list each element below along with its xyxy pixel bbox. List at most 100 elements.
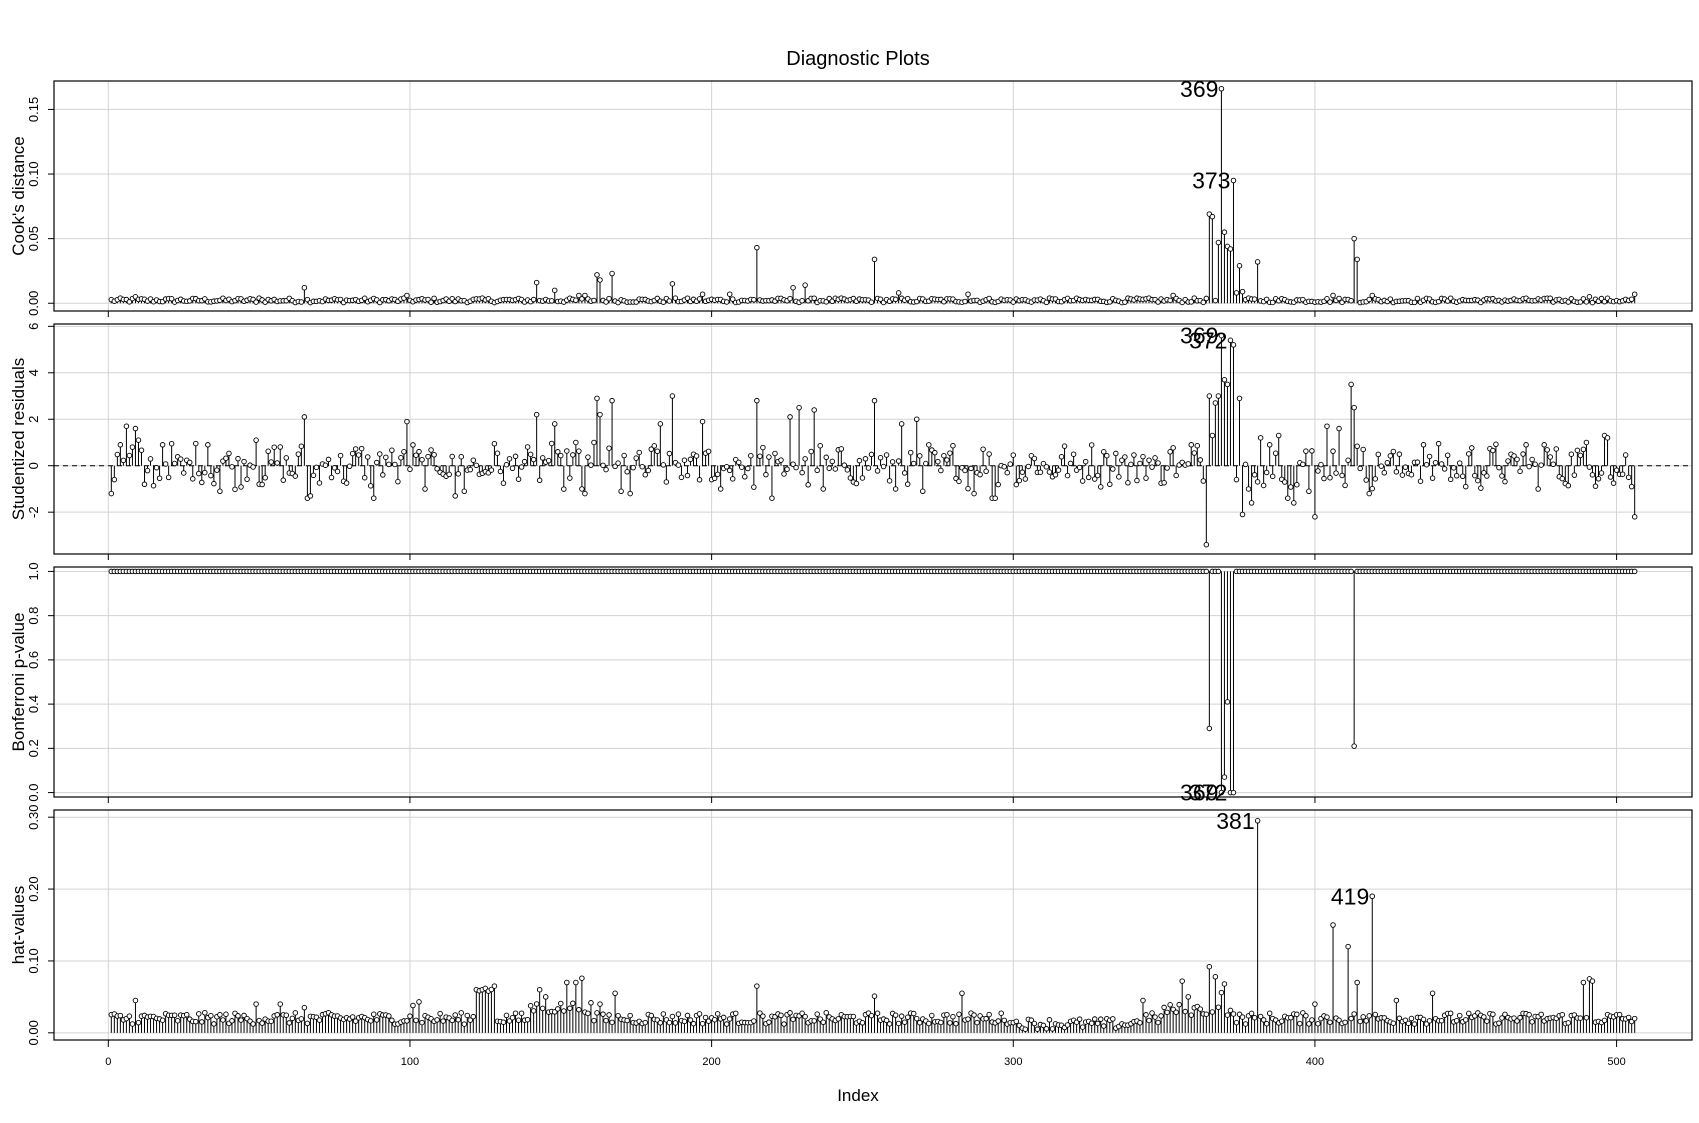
data-point	[672, 1020, 679, 1026]
data-point	[404, 292, 410, 299]
data-point	[530, 456, 537, 463]
data-point	[398, 454, 404, 461]
data-point	[1366, 296, 1372, 303]
data-point	[1420, 442, 1427, 448]
data-point	[129, 444, 136, 450]
data-point	[331, 465, 338, 471]
data-point	[1227, 246, 1234, 252]
data-point	[1212, 400, 1219, 406]
data-point	[745, 465, 751, 472]
data-point	[358, 445, 365, 452]
data-point	[944, 457, 950, 463]
data-point	[684, 295, 691, 301]
data-point	[1269, 473, 1276, 480]
data-point	[582, 490, 588, 497]
y-tick-label: 0.30	[26, 805, 41, 830]
data-point	[660, 462, 667, 468]
data-point	[1088, 442, 1095, 448]
data-point	[1505, 458, 1511, 464]
x-tick-label: 300	[1004, 1056, 1022, 1068]
data-point	[892, 1012, 899, 1018]
data-point	[1088, 1020, 1095, 1026]
data-point	[1203, 295, 1210, 302]
data-point	[177, 456, 184, 462]
data-point	[328, 474, 335, 481]
data-point	[1631, 514, 1638, 520]
data-point	[1309, 448, 1315, 454]
data-point	[349, 1014, 356, 1020]
data-point	[1529, 1019, 1535, 1025]
data-point	[1116, 474, 1122, 480]
data-point	[301, 414, 308, 420]
data-point	[1441, 466, 1448, 472]
data-point	[1342, 482, 1348, 489]
data-point	[971, 490, 977, 497]
data-point	[235, 455, 241, 462]
data-point	[211, 1021, 217, 1027]
data-point	[283, 1012, 290, 1019]
data-point	[1586, 464, 1593, 470]
data-point	[1031, 455, 1038, 462]
data-point	[295, 451, 302, 457]
data-point	[986, 451, 992, 457]
data-point	[416, 999, 422, 1005]
data-point	[609, 270, 615, 277]
data-point	[223, 1011, 229, 1018]
data-point	[1152, 455, 1158, 461]
data-point	[790, 461, 796, 467]
data-point	[310, 472, 317, 479]
data-point	[1348, 568, 1354, 575]
data-point	[1408, 471, 1415, 478]
data-point	[506, 456, 513, 462]
data-point	[1170, 445, 1176, 451]
data-point	[286, 1020, 293, 1026]
data-point	[1257, 435, 1264, 441]
data-point	[1387, 296, 1394, 302]
data-point	[853, 480, 860, 487]
data-point	[1155, 1019, 1161, 1026]
data-point	[1613, 467, 1620, 473]
data-point	[624, 1017, 630, 1024]
data-point	[1185, 994, 1191, 1000]
data-point	[558, 1000, 564, 1007]
data-point	[274, 460, 280, 466]
data-point	[612, 990, 618, 997]
data-point	[533, 279, 540, 286]
data-point	[796, 404, 802, 411]
data-point	[1263, 469, 1270, 476]
data-point	[823, 1009, 829, 1016]
panel-hat-values: 381 419 0.00 0.10 0.20 0.30 hat-values	[9, 805, 1693, 1045]
data-point	[1529, 456, 1535, 463]
data-point	[1369, 292, 1375, 299]
data-point	[926, 442, 932, 448]
data-point	[153, 464, 160, 471]
data-point	[446, 471, 452, 478]
data-point	[361, 295, 368, 302]
data-point	[1453, 472, 1460, 479]
data-point	[1357, 1018, 1363, 1025]
data-point	[428, 447, 434, 453]
data-point	[1438, 461, 1445, 467]
data-point	[666, 298, 673, 304]
data-point	[1209, 1009, 1216, 1015]
point-label: 372	[1189, 780, 1227, 806]
data-point	[205, 442, 211, 448]
data-point	[241, 458, 247, 465]
data-point	[1218, 86, 1225, 92]
data-point	[1565, 482, 1572, 489]
data-point	[938, 1019, 944, 1026]
data-point	[1426, 453, 1433, 460]
data-point	[808, 448, 814, 455]
x-axis-label: Index	[837, 1086, 879, 1105]
data-point	[986, 1011, 992, 1018]
data-point	[739, 464, 745, 470]
data-point	[1348, 1015, 1354, 1022]
data-point	[503, 461, 510, 468]
data-point	[123, 423, 130, 429]
data-point	[1619, 471, 1626, 477]
data-point	[1242, 461, 1249, 468]
data-point	[238, 1017, 244, 1023]
panel-frame	[53, 323, 1693, 555]
data-point	[410, 1002, 416, 1009]
data-point	[1007, 461, 1014, 467]
